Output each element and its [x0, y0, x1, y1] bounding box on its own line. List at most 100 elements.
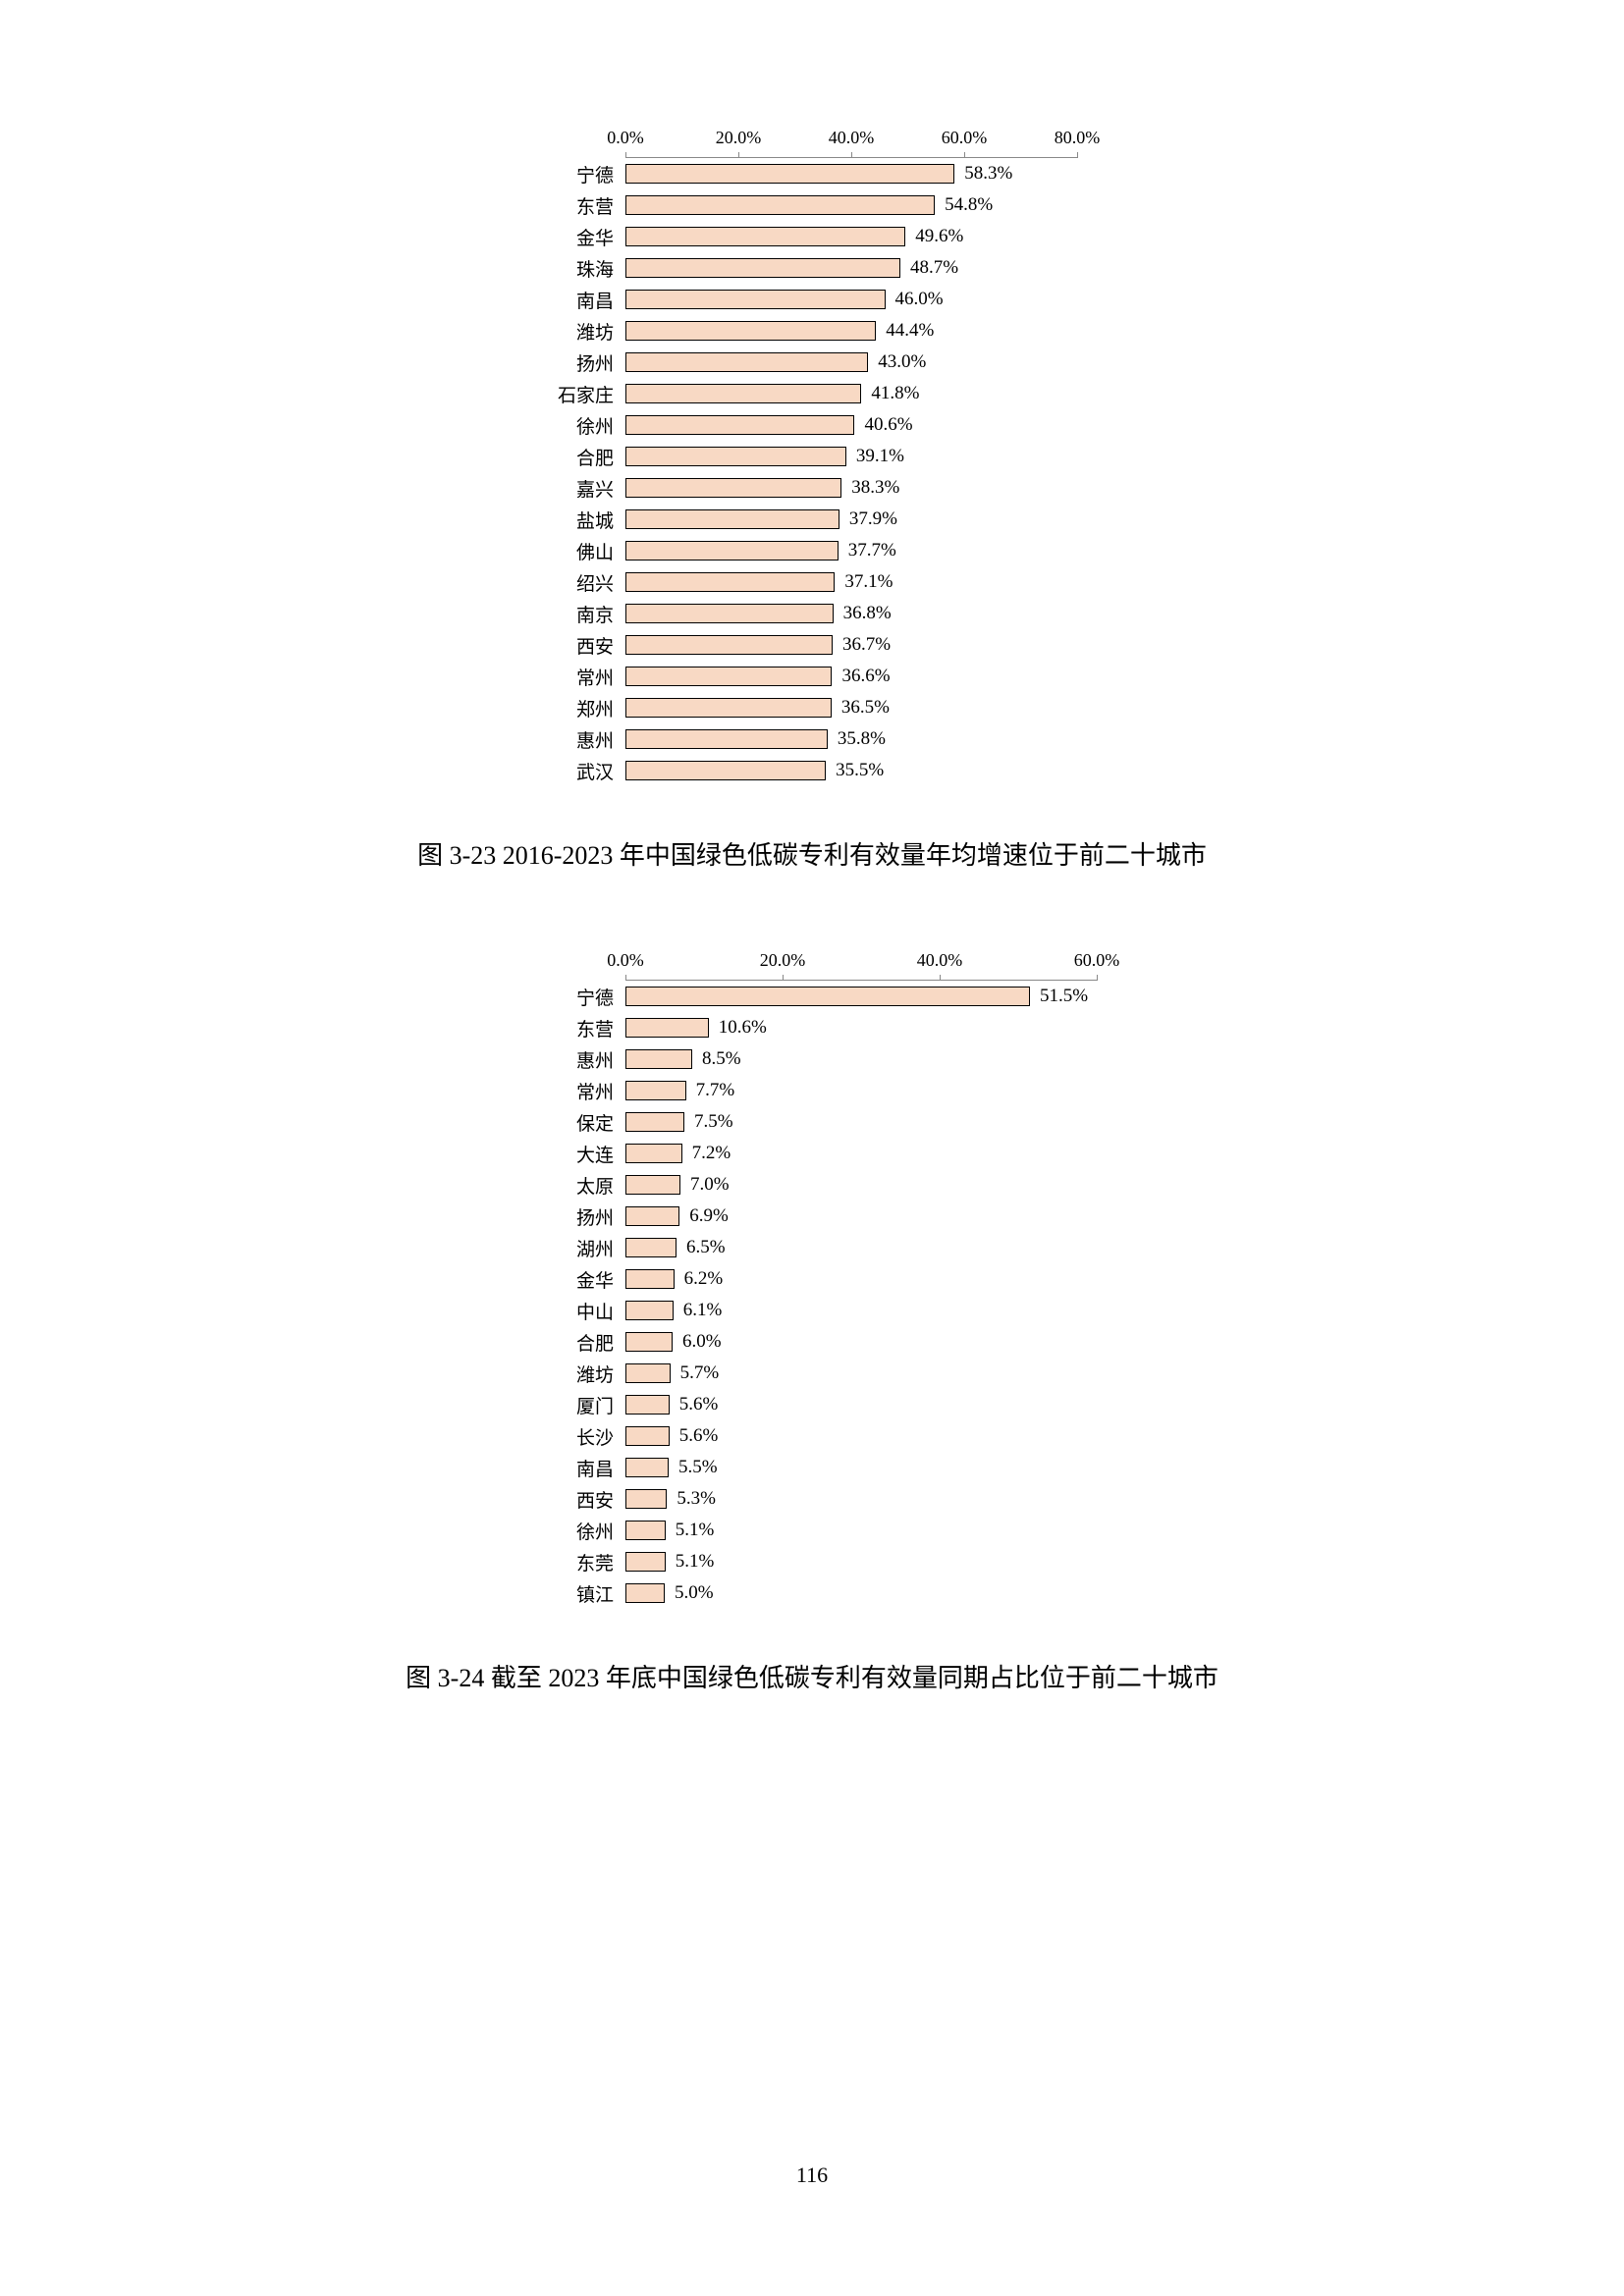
- bar-value-label: 10.6%: [709, 1017, 767, 1039]
- chart-2-caption: 图 3-24 截至 2023 年底中国绿色低碳专利有效量同期占比位于前二十城市: [216, 1658, 1408, 1694]
- bar: [625, 1081, 686, 1100]
- bar-value-label: 7.5%: [684, 1111, 733, 1133]
- bar-value-label: 6.5%: [677, 1237, 726, 1258]
- bar-category-label: 武汉: [576, 758, 625, 784]
- bar-category-label: 湖州: [576, 1235, 625, 1261]
- bar-value-label: 6.1%: [674, 1300, 723, 1321]
- bar: [625, 1458, 669, 1477]
- bar-category-label: 惠州: [576, 1046, 625, 1073]
- bar: [625, 1363, 671, 1383]
- bar-row: 南京36.8%: [625, 598, 1077, 629]
- bar: [625, 572, 835, 592]
- bar: [625, 1269, 675, 1289]
- bar: [625, 729, 828, 749]
- bar: [625, 478, 841, 498]
- chart-2-bars: 宁德51.5%东营10.6%惠州8.5%常州7.7%保定7.5%大连7.2%太原…: [625, 980, 1097, 1609]
- bar-category-label: 厦门: [576, 1392, 625, 1418]
- bar-value-label: 54.8%: [935, 194, 993, 216]
- bar-value-label: 5.1%: [666, 1551, 715, 1573]
- bar-category-label: 潍坊: [576, 318, 625, 345]
- bar-row: 绍兴37.1%: [625, 566, 1077, 598]
- axis-tick-label: 20.0%: [716, 128, 762, 148]
- bar-category-label: 大连: [576, 1141, 625, 1167]
- bar-value-label: 5.5%: [669, 1457, 718, 1478]
- bar-value-label: 37.7%: [839, 540, 896, 561]
- bar: [625, 1112, 684, 1132]
- bar-value-label: 37.1%: [835, 571, 893, 593]
- bar-row: 西安36.7%: [625, 629, 1077, 661]
- bar-value-label: 6.9%: [679, 1205, 729, 1227]
- bar: [625, 1583, 665, 1603]
- bar-value-label: 36.5%: [832, 697, 890, 719]
- bar: [625, 290, 886, 309]
- bar-row: 镇江5.0%: [625, 1577, 1097, 1609]
- page-number: 116: [0, 2163, 1624, 2188]
- bar-category-label: 金华: [576, 1266, 625, 1293]
- page: 0.0%20.0%40.0%60.0%80.0% 宁德58.3%东营54.8%金…: [0, 0, 1624, 2296]
- axis-tick-label: 40.0%: [917, 950, 963, 971]
- bar-row: 盐城37.9%: [625, 504, 1077, 535]
- bar-category-label: 绍兴: [576, 569, 625, 596]
- bar-value-label: 37.9%: [839, 508, 897, 530]
- bar: [625, 321, 876, 341]
- bar: [625, 635, 833, 655]
- bar-value-label: 5.6%: [670, 1425, 719, 1447]
- bar-row: 金华6.2%: [625, 1263, 1097, 1295]
- axis-tick-mark: [1097, 975, 1098, 981]
- bar-category-label: 东莞: [576, 1549, 625, 1575]
- bar-row: 佛山37.7%: [625, 535, 1077, 566]
- bar-value-label: 48.7%: [900, 257, 958, 279]
- bar-value-label: 7.0%: [680, 1174, 730, 1196]
- bar-row: 南昌46.0%: [625, 284, 1077, 315]
- bar-row: 保定7.5%: [625, 1106, 1097, 1138]
- bar-category-label: 徐州: [576, 412, 625, 439]
- bar-category-label: 扬州: [576, 349, 625, 376]
- bar: [625, 1426, 670, 1446]
- axis-tick-label: 60.0%: [1074, 950, 1120, 971]
- bar-category-label: 扬州: [576, 1203, 625, 1230]
- bar-category-label: 南昌: [576, 1455, 625, 1481]
- bar-row: 合肥6.0%: [625, 1326, 1097, 1358]
- bar-row: 徐州5.1%: [625, 1515, 1097, 1546]
- bar: [625, 195, 935, 215]
- bar-category-label: 中山: [576, 1298, 625, 1324]
- bar-value-label: 36.8%: [834, 603, 892, 624]
- bar: [625, 1018, 709, 1038]
- bar-category-label: 长沙: [576, 1423, 625, 1450]
- bar-value-label: 5.7%: [671, 1362, 720, 1384]
- bar: [625, 1175, 680, 1195]
- bar-row: 湖州6.5%: [625, 1232, 1097, 1263]
- bar: [625, 1489, 667, 1509]
- chart-1-bars: 宁德58.3%东营54.8%金华49.6%珠海48.7%南昌46.0%潍坊44.…: [625, 157, 1077, 786]
- bar: [625, 509, 839, 529]
- bar-row: 珠海48.7%: [625, 252, 1077, 284]
- bar-category-label: 宁德: [576, 161, 625, 187]
- bar-category-label: 佛山: [576, 538, 625, 564]
- bar-category-label: 合肥: [576, 1329, 625, 1356]
- axis-tick-mark: [1077, 152, 1078, 158]
- bar-category-label: 金华: [576, 224, 625, 250]
- bar-category-label: 西安: [576, 1486, 625, 1513]
- bar-value-label: 6.2%: [675, 1268, 724, 1290]
- bar-row: 潍坊5.7%: [625, 1358, 1097, 1389]
- bar-row: 合肥39.1%: [625, 441, 1077, 472]
- bar-value-label: 36.6%: [832, 666, 890, 687]
- bar-row: 武汉35.5%: [625, 755, 1077, 786]
- bar-value-label: 5.3%: [667, 1488, 716, 1510]
- bar: [625, 164, 954, 184]
- bar-row: 大连7.2%: [625, 1138, 1097, 1169]
- bar-category-label: 太原: [576, 1172, 625, 1199]
- bar: [625, 667, 832, 686]
- bar-category-label: 东营: [576, 1015, 625, 1041]
- bar-category-label: 嘉兴: [576, 475, 625, 502]
- bar-value-label: 46.0%: [886, 289, 944, 310]
- bar: [625, 1238, 677, 1257]
- bar: [625, 384, 861, 403]
- bar-row: 扬州43.0%: [625, 347, 1077, 378]
- bar-value-label: 5.0%: [665, 1582, 714, 1604]
- chart-2: 0.0%20.0%40.0%60.0% 宁德51.5%东营10.6%惠州8.5%…: [498, 940, 1126, 1609]
- axis-tick-label: 40.0%: [829, 128, 875, 148]
- bar-row: 东莞5.1%: [625, 1546, 1097, 1577]
- bar-row: 东营10.6%: [625, 1012, 1097, 1043]
- bar: [625, 1144, 682, 1163]
